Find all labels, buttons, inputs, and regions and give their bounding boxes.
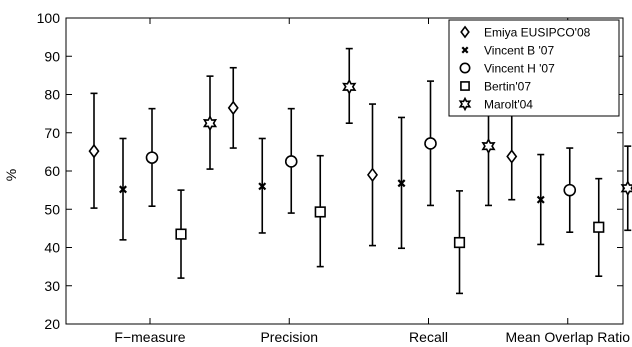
data-point <box>620 179 632 197</box>
y-tick-label: 20 <box>44 316 60 332</box>
legend-label: Vincent B '07 <box>484 44 554 58</box>
y-tick-label: 50 <box>44 201 60 217</box>
data-point <box>258 182 267 191</box>
plot-area: 20 30 40 50 60 70 80 90 100 F−measure Precision Rec… <box>37 10 632 345</box>
legend: Emiya EUSIPCO'08 Vincent B '07 Vincent H '… <box>448 19 620 117</box>
data-point <box>145 151 159 164</box>
legend-marker <box>460 81 470 91</box>
legend-marker <box>458 96 472 112</box>
y-tick-label: 40 <box>44 240 60 256</box>
x-tick-label: Mean Overlap Ratio <box>505 329 630 345</box>
y-tick-label: 70 <box>44 125 60 141</box>
data-point <box>481 137 496 155</box>
data-point <box>453 236 466 249</box>
y-tick-label: 100 <box>37 10 61 26</box>
data-point <box>88 143 100 159</box>
data-point <box>506 149 518 164</box>
data-point <box>367 167 378 183</box>
data-point <box>342 78 357 96</box>
legend-label: Marolt'04 <box>484 98 533 112</box>
data-point <box>119 185 127 194</box>
legend-label: Emiya EUSIPCO'08 <box>484 26 591 40</box>
y-tick-label: 60 <box>44 163 60 179</box>
y-tick-label: 80 <box>44 87 60 103</box>
data-point <box>284 155 298 168</box>
x-tick-label: F−measure <box>114 329 185 345</box>
data-point <box>202 114 218 132</box>
legend-label: Bertin'07 <box>484 80 531 94</box>
legend-box <box>448 19 620 117</box>
legend-marker <box>460 25 470 39</box>
y-axis-label: % <box>3 169 19 181</box>
data-point <box>175 228 187 240</box>
data-point <box>593 221 605 233</box>
x-tick-label: Precision <box>260 329 318 345</box>
legend-marker <box>461 46 469 54</box>
data-point <box>397 179 406 188</box>
data-point <box>563 183 577 197</box>
y-tick-label: 30 <box>44 278 60 294</box>
x-tick-label: Recall <box>409 329 448 345</box>
data-point <box>314 206 326 218</box>
legend-marker <box>459 62 471 74</box>
legend-label: Vincent H '07 <box>484 62 555 76</box>
data-point <box>424 137 437 150</box>
y-tick-label: 90 <box>44 48 60 64</box>
data-point <box>536 195 545 204</box>
data-point <box>227 100 239 116</box>
